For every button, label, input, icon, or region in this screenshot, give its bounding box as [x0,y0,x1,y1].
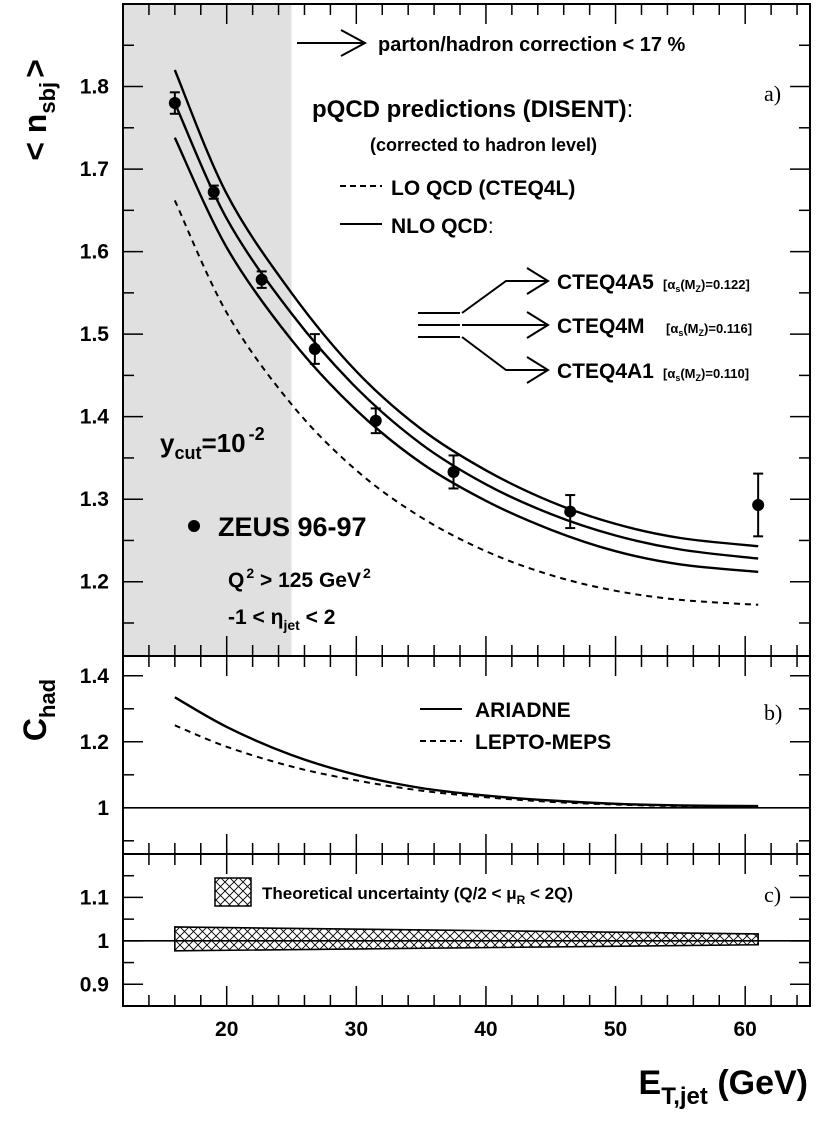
ariadne-legend-label: ARIADNE [475,699,571,722]
curve-cteq4a1 [173,137,759,573]
pdf-label-cteq4m: CTEQ4M [αs(MZ)=0.116] [557,315,752,338]
panel-b: 1 1.2 1.4 Chad b) ARIADNE LEPTO-MEPS [17,655,811,855]
data-point [447,465,460,478]
x-tick-label: 40 [474,1018,497,1041]
pdf-name-cteq4a5: CTEQ4A5 [557,271,654,294]
y-tick-label: 1.4 [80,665,110,688]
y-tick-label: 1.6 [80,241,109,264]
nlo-legend-text: NLO QCD [391,215,488,238]
curve-lo-qcd-cteq4l- [173,199,759,606]
ycut-annotation: ycut=10 -2 [160,424,265,463]
pdf-alpha-cteq4a1: [αs(MZ)=0.110] [663,366,749,383]
data-point [564,505,577,518]
panel-c-tick-labels: 0.9 1 1.1 20 30 40 50 60 [80,886,757,1041]
data-point [369,414,382,427]
correction-annotation: parton/hadron correction < 17 % [378,34,686,56]
pdf-fan-arrows [418,267,550,384]
eta-cut-annotation: -1 < ηjet < 2 [228,606,335,633]
y-tick-label: 1.8 [80,76,110,99]
panel-c-band [123,926,810,952]
panel-c: 0.9 1 1.1 20 30 40 50 60 c) Theoretical uncerta… [80,853,811,1110]
x-tick-label: 50 [604,1018,627,1041]
pqcd-subtitle: (corrected to hadron level) [370,135,597,155]
panel-a-tag: a) [764,81,781,106]
zeus-legend-marker [188,520,200,532]
pqcd-title-text: pQCD predictions (DISENT) [312,96,627,123]
x-tick-label: 20 [215,1018,238,1041]
ylabel-a-sub: sbj [35,82,60,114]
uncertainty-band [174,926,759,952]
panel-a-ylabel: < nsbj > [17,59,60,161]
y-tick-label: 1 [97,797,109,820]
y-tick-label: 1.2 [80,731,109,754]
y-tick-label: 1.7 [80,158,109,181]
uncertainty-legend-swatch [214,877,252,907]
y-tick-label: 1.3 [80,488,109,511]
panel-a: 1.2 1.3 1.4 1.5 1.6 1.7 1.8 < nsbj > parton/had… [17,3,811,657]
zeus-legend-label: ZEUS 96-97 [218,512,367,542]
y-tick-label: 1.5 [80,323,110,346]
shaded-region [123,4,292,656]
y-tick-label: 1.2 [80,571,109,594]
pdf-label-cteq4a5: CTEQ4A5 [αs(MZ)=0.122] [557,271,750,294]
data-point [308,342,321,355]
panel-b-curves [123,696,810,809]
x-tick-label: 60 [734,1018,757,1041]
panel-a-curves [173,69,759,606]
nlo-legend-colon: : [488,215,494,238]
curve-cteq4m [173,102,759,560]
ylabel-a-close: > [17,59,53,78]
panel-b-frame [122,655,811,855]
y-tick-label: 1.4 [80,406,110,429]
panel-b-ticks [123,656,810,854]
pdf-name-cteq4m: CTEQ4M [557,315,645,338]
panel-c-tag: c) [764,882,781,907]
nlo-legend-label: NLO QCD: [391,215,494,238]
panel-b-ylabel: Chad [17,679,60,741]
y-tick-label: 0.9 [80,973,109,996]
x-axis-label: ET,jet (GeV) [639,1064,809,1110]
pqcd-title-colon: : [627,96,634,123]
y-tick-label: 1.1 [80,886,110,909]
pdf-name-cteq4a1: CTEQ4A1 [557,360,654,383]
panel-a-data-points [168,91,765,538]
correction-arrow [297,29,368,57]
uncertainty-legend-label: Theoretical uncertainty (Q/2 < μR < 2Q) [262,884,573,907]
y-tick-label: 1 [97,930,109,953]
data-point [207,186,220,199]
panel-a-tick-labels: 1.2 1.3 1.4 1.5 1.6 1.7 1.8 [80,76,110,594]
pdf-alpha-cteq4m: [αs(MZ)=0.116] [666,321,752,338]
ylabel-a-text: < n [17,114,53,161]
curve-ariadne [174,696,759,808]
panel-a-ticks [123,4,810,656]
pdf-label-cteq4a1: CTEQ4A1 [αs(MZ)=0.110] [557,360,749,383]
panel-c-frame [122,853,811,1007]
panel-b-tag: b) [764,700,782,725]
pqcd-title: pQCD predictions (DISENT): [312,96,633,123]
curve-cteq4a5 [173,69,759,548]
data-point [168,97,181,110]
data-point [255,273,268,286]
curve-lepto-meps [174,724,759,809]
pdf-alpha-cteq4a5: [αs(MZ)=0.122] [663,277,750,294]
data-point [752,498,765,511]
x-tick-label: 30 [345,1018,368,1041]
panel-b-tick-labels: 1 1.2 1.4 [80,665,110,820]
lepto-legend-label: LEPTO-MEPS [475,731,611,754]
lo-legend-label: LO QCD (CTEQ4L) [391,177,575,200]
